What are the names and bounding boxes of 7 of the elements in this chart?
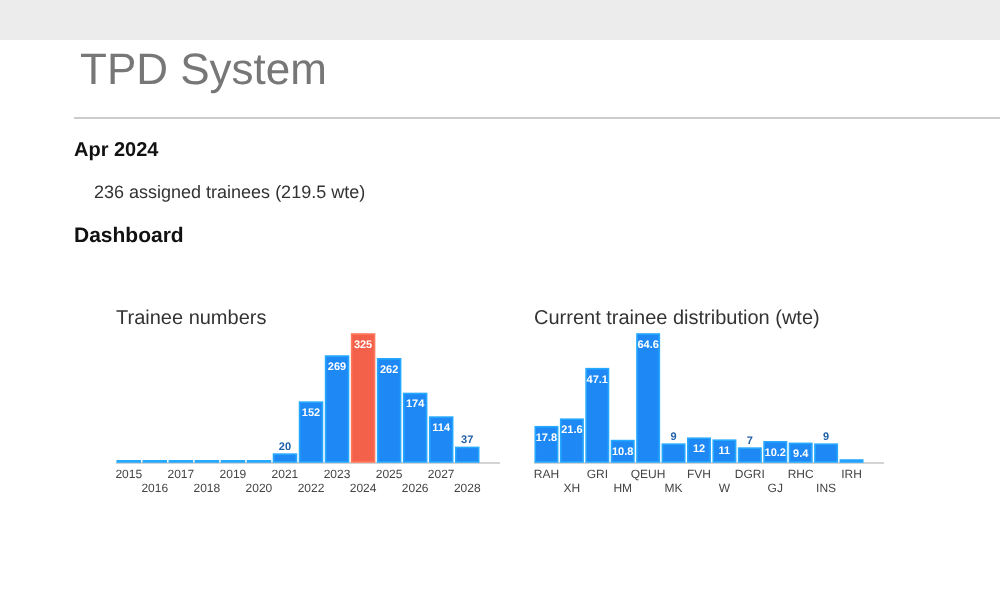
bar — [350, 333, 376, 463]
text: Apr 2024 — [74, 140, 160, 162]
chart-title: Trainee numbers — [116, 308, 267, 330]
text: 236 assigned trainees (219.5 wte) — [94, 182, 366, 202]
text: Dashboard — [74, 224, 184, 248]
text: TPD System — [80, 44, 327, 94]
chart-title: Current trainee distribution (wte) — [534, 308, 820, 330]
